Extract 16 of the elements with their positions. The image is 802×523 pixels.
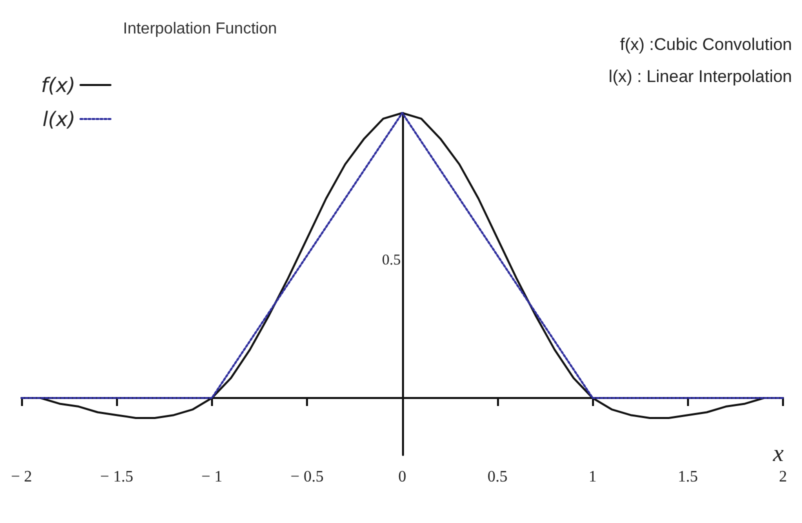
x-tick-label: 1.5 xyxy=(678,468,698,486)
x-tick-label: 2 xyxy=(779,468,787,486)
text: f(x) :Cubic Convolution xyxy=(620,35,792,54)
x-tick-label: − 1 xyxy=(201,468,222,486)
x-tick-label: 1 xyxy=(588,468,597,486)
legend-label: f(x) xyxy=(41,73,76,97)
x-tick-label: − 0.5 xyxy=(290,468,324,486)
legend-label: l(x) xyxy=(42,107,76,131)
x-tick-label: − 2 xyxy=(10,468,32,486)
text: l(x) : Linear Interpolation xyxy=(608,67,792,86)
x-tick-label: − 1.5 xyxy=(100,468,134,486)
chart-title: Interpolation Function xyxy=(123,20,277,38)
x-axis-title: x xyxy=(772,441,784,467)
x-tick-label: 0 xyxy=(398,468,406,486)
x-tick-label: 0.5 xyxy=(487,468,508,486)
annotation: 0.5 xyxy=(382,252,401,268)
